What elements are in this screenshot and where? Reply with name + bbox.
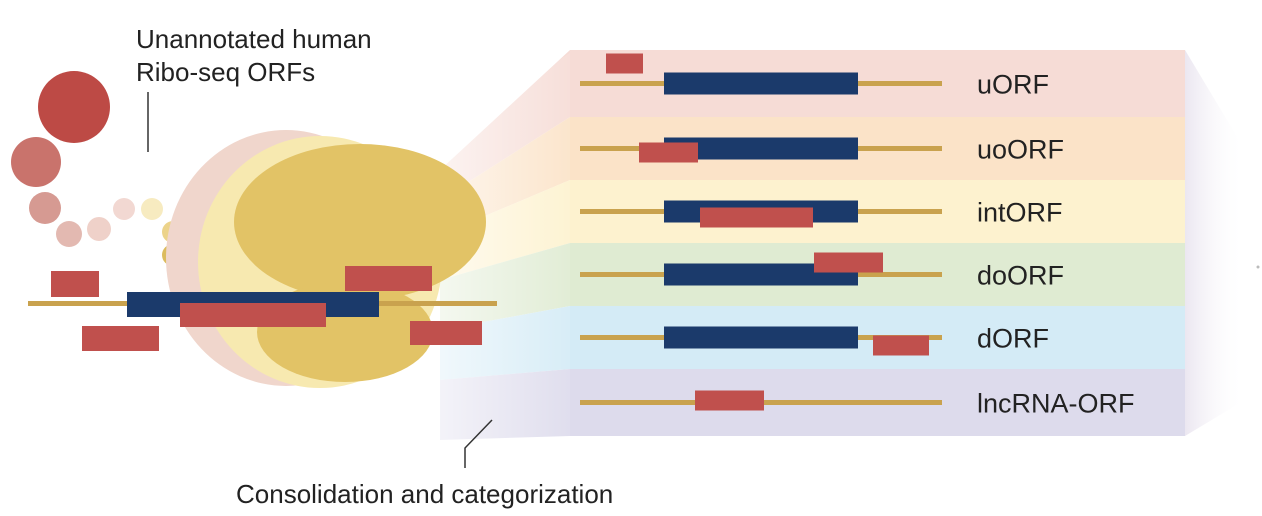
orf-block: [180, 303, 326, 327]
left-transcript: [28, 266, 497, 351]
dot: [56, 221, 82, 247]
orf-block: [873, 335, 929, 356]
cds-block: [664, 326, 858, 349]
orf-block: [345, 266, 432, 291]
category-label: uoORF: [977, 135, 1064, 165]
orf-block: [51, 271, 99, 297]
dot: [38, 71, 110, 143]
annotation-top-line1: Unannotated human: [136, 24, 372, 54]
orf-block: [639, 142, 698, 163]
category-label: doORF: [977, 261, 1064, 291]
category-label: intORF: [977, 198, 1063, 228]
cds-block: [664, 263, 858, 286]
dot: [11, 137, 61, 187]
category-labels: uORF uoORF intORF doORF dORF lncRNA-ORF: [977, 70, 1135, 419]
category-label: uORF: [977, 70, 1049, 100]
panel-right-extension: [1185, 50, 1245, 436]
marker-dot: [1256, 265, 1260, 269]
dot: [113, 198, 135, 220]
category-bands: [570, 50, 1185, 436]
orf-schematics: [580, 53, 942, 411]
dot: [141, 198, 163, 220]
category-label: dORF: [977, 324, 1049, 354]
orf-block: [700, 207, 813, 228]
annotation-bottom: Consolidation and categorization: [236, 479, 613, 509]
category-label: lncRNA-ORF: [977, 389, 1135, 419]
dot: [87, 217, 111, 241]
orf-block: [695, 390, 764, 411]
annotation-top-line2: Ribo-seq ORFs: [136, 57, 315, 87]
orf-block: [410, 321, 482, 345]
annotation-leader-bottom: [464, 419, 493, 468]
orf-block: [814, 252, 883, 273]
orf-block: [82, 326, 159, 351]
cds-block: [664, 72, 858, 95]
orf-block: [606, 53, 643, 74]
ribosome-top: [234, 144, 486, 300]
dot: [29, 192, 61, 224]
cds-block: [664, 137, 858, 160]
fan-background: [420, 40, 590, 460]
